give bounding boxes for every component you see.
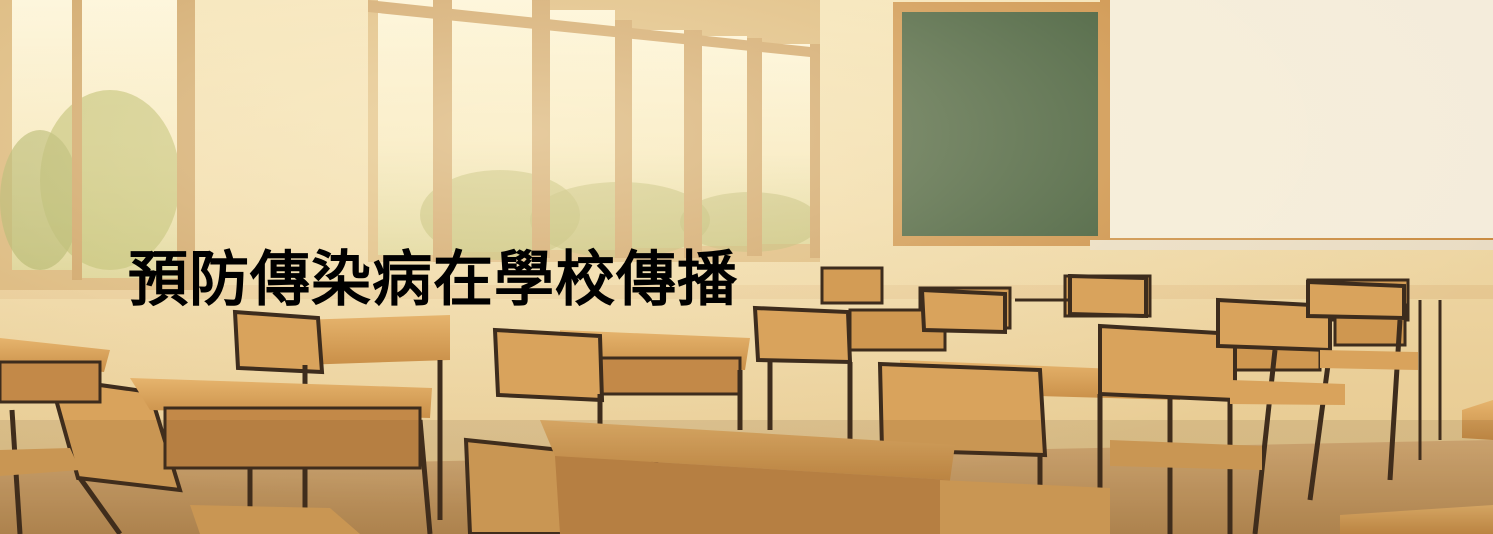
desk-row-front (0, 338, 1493, 534)
banner-title: 預防傳染病在學校傳播 (128, 245, 738, 315)
